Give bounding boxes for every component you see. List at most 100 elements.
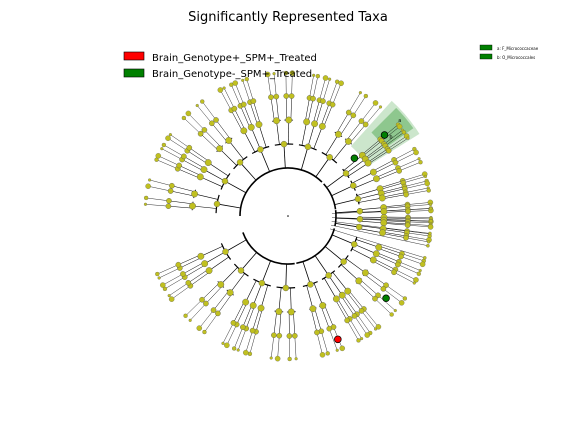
branch [314,308,322,332]
class-node [355,223,363,231]
branch [223,87,235,109]
order-node [273,117,280,125]
branch [202,101,217,121]
order-node [287,308,295,316]
branch [273,73,277,97]
genus-node [419,261,426,268]
order-node [225,137,233,144]
branch [407,210,431,212]
branch [162,273,184,286]
branch [230,110,243,132]
branch [329,81,338,104]
branch [359,207,384,210]
branch [383,288,402,303]
order-node [311,120,318,128]
family-node [167,188,174,194]
branch [325,134,339,155]
branch [200,176,223,187]
branch [236,302,248,325]
order-node [240,127,248,135]
branch [407,204,431,207]
class-node [354,195,362,203]
branch [406,232,430,237]
genus-node [274,355,281,362]
genus-node [429,206,433,211]
branch [291,73,293,97]
significant-node [334,335,342,344]
branch [378,248,402,257]
genus-node [222,86,226,90]
order-node [379,229,386,237]
branch [404,180,427,187]
branch [348,92,361,113]
branch [357,193,382,200]
branch [249,331,257,354]
branch [168,205,193,209]
branch [383,222,408,225]
branch [204,129,222,148]
family-node [351,313,358,319]
clade-legend-swatch-a [479,44,493,51]
genus-node [165,135,171,141]
order-node [319,302,327,309]
branch [365,145,386,161]
branch [358,197,383,203]
branch [171,185,196,193]
branch [406,235,430,241]
branch [220,267,238,285]
order-node [257,304,265,312]
family-node [197,130,204,137]
genus-node [358,91,362,95]
branch [321,331,328,354]
branch [398,261,421,271]
branch [402,173,425,182]
branch [240,105,251,128]
order-node [380,219,388,227]
branch [168,200,193,205]
branch [337,298,350,320]
branch [372,260,395,273]
branch [159,267,180,279]
order-node [201,260,209,268]
branch [319,77,326,101]
family-node [169,182,175,189]
order-node [309,305,317,313]
family-node [230,320,237,326]
branch [353,95,366,116]
branch [310,309,318,333]
branch [276,120,280,145]
class-node [257,146,264,153]
branch [312,100,320,124]
branch [383,219,408,221]
genus-node [241,78,245,82]
genus-node [426,243,430,248]
branch [380,182,404,190]
branch [363,308,379,327]
genus-node [402,296,407,301]
branch [307,98,314,123]
branch [343,155,363,171]
order-node [375,243,383,251]
phylum-arc [323,183,337,210]
family-node [392,159,399,166]
order-node [247,123,255,131]
branch [216,203,241,209]
genus-node [264,71,271,78]
branch [407,202,431,205]
branch [375,254,398,265]
branch [355,239,379,248]
branch [356,314,371,334]
branch [345,158,366,174]
genus-node [427,240,431,244]
branch [309,75,314,98]
family-node [210,307,217,313]
family-node [166,198,172,204]
order-node [249,302,257,309]
branch [399,162,421,172]
family-node [203,300,209,307]
order-node [226,289,234,297]
branch [383,211,408,213]
order-node [318,122,326,130]
branch [188,113,205,131]
genus-node [328,77,332,81]
